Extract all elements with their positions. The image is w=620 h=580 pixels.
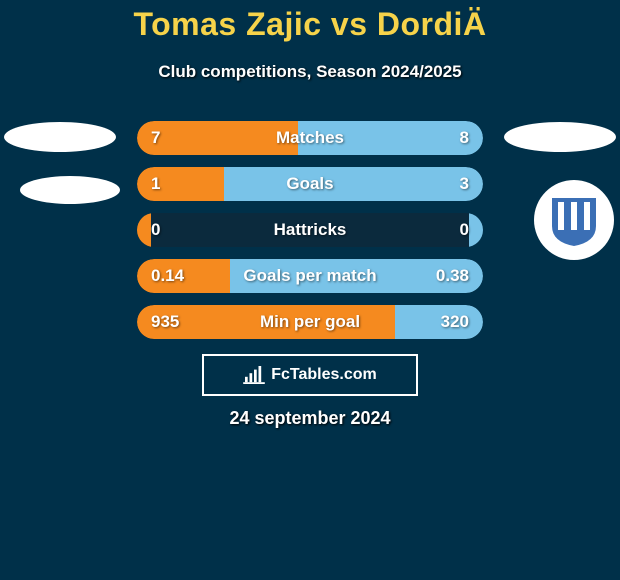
stat-row: 0.140.38Goals per match: [137, 259, 483, 293]
date-text: 24 september 2024: [0, 408, 620, 429]
stat-rows: 78Matches 13Goals 00Hattricks 0.140.38Goals…: [137, 121, 483, 351]
stat-label: Matches: [137, 121, 483, 155]
player-left-badge-1: [4, 122, 116, 152]
player-right-badge-1: [504, 122, 616, 152]
attribution-box: FcTables.com: [202, 354, 418, 396]
barchart-icon: [243, 366, 265, 384]
subtitle: Club competitions, Season 2024/2025: [0, 62, 620, 82]
player-right-club-badge: [534, 180, 614, 260]
infographic-container: Tomas Zajic vs DordiÄ Club competitions,…: [0, 0, 620, 580]
stat-row: 935320Min per goal: [137, 305, 483, 339]
stat-label: Goals: [137, 167, 483, 201]
page-title: Tomas Zajic vs DordiÄ: [0, 6, 620, 43]
stat-row: 78Matches: [137, 121, 483, 155]
player-left-badge-2: [20, 176, 120, 204]
attribution-text: FcTables.com: [271, 366, 377, 384]
stat-row: 00Hattricks: [137, 213, 483, 247]
stat-label: Hattricks: [137, 213, 483, 247]
club-logo-icon: [546, 192, 602, 248]
stat-label: Goals per match: [137, 259, 483, 293]
stat-label: Min per goal: [137, 305, 483, 339]
stat-row: 13Goals: [137, 167, 483, 201]
